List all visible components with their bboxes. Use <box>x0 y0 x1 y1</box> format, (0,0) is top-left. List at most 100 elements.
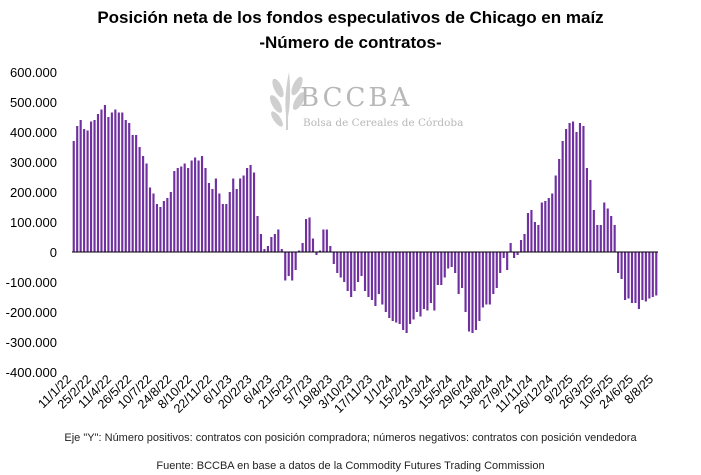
bar <box>214 178 217 252</box>
y-tick-label: 100.000 <box>10 215 57 230</box>
bar <box>613 225 616 252</box>
bar <box>350 252 353 297</box>
bar-chart: BCCBA Bolsa de Cereales de Córdoba 600.0… <box>6 65 658 417</box>
bar <box>370 252 374 300</box>
bar <box>218 193 221 252</box>
bar <box>353 252 356 291</box>
bar <box>291 252 294 281</box>
bar <box>367 252 370 297</box>
bar <box>124 120 127 252</box>
bar <box>162 201 165 252</box>
bar <box>565 129 568 252</box>
bar <box>374 252 377 306</box>
bar <box>471 252 474 333</box>
bar <box>544 201 547 252</box>
bar <box>467 252 471 332</box>
bar <box>554 175 557 252</box>
bccba-logo: BCCBA Bolsa de Cereales de Córdoba <box>269 72 463 130</box>
bar <box>343 252 346 282</box>
bar <box>464 252 467 312</box>
bar <box>474 252 478 330</box>
bar <box>221 204 224 252</box>
bar <box>277 229 280 252</box>
bar <box>242 175 245 252</box>
bar <box>96 114 100 252</box>
bar <box>513 252 516 258</box>
x-axis: 11/1/2225/2/2211/4/2226/5/2210/7/2224/8/… <box>35 372 656 416</box>
bar <box>502 252 505 258</box>
bar <box>499 252 502 273</box>
bar <box>194 157 197 252</box>
bar <box>617 252 620 273</box>
bar <box>429 252 432 303</box>
bar <box>155 204 159 252</box>
bar <box>266 246 269 252</box>
bar <box>488 252 491 305</box>
y-tick-label: 200.000 <box>10 185 57 200</box>
y-axis: 600.000 500.000 400.000 300.000 200.000 100.0… <box>6 65 57 380</box>
bar <box>273 234 276 252</box>
bar <box>610 216 613 252</box>
bar <box>190 160 193 252</box>
bar <box>519 240 523 252</box>
bar <box>485 252 488 305</box>
bar <box>623 252 627 300</box>
bar <box>603 202 606 252</box>
bar <box>526 213 530 252</box>
bar <box>280 249 283 252</box>
bar <box>381 252 384 305</box>
bar <box>596 225 599 252</box>
bar <box>256 216 259 252</box>
bar <box>90 121 93 252</box>
y-tick-label: -300.000 <box>6 335 57 350</box>
bar <box>415 252 419 312</box>
bar <box>110 112 113 252</box>
bar <box>197 160 200 252</box>
bar <box>363 252 367 291</box>
bar <box>454 252 457 273</box>
bar <box>585 168 588 252</box>
bar <box>630 252 634 303</box>
bar <box>481 252 484 308</box>
bar <box>166 198 169 252</box>
chart-subtitle: -Número de contratos- <box>259 33 442 52</box>
bar <box>339 252 342 278</box>
bar <box>637 252 640 309</box>
bar <box>533 222 536 252</box>
bar <box>346 252 349 291</box>
bar <box>360 252 363 276</box>
bar <box>422 252 426 309</box>
bar <box>142 156 145 252</box>
bar <box>93 120 96 252</box>
bar <box>582 126 585 252</box>
bar <box>426 252 429 311</box>
bar <box>232 178 235 252</box>
logo-name: BCCBA <box>300 83 412 113</box>
bar <box>440 252 443 285</box>
bar <box>117 112 120 252</box>
bar <box>211 189 214 252</box>
bar <box>384 252 387 312</box>
bar <box>592 210 595 252</box>
bar <box>356 252 360 282</box>
bar <box>648 252 651 299</box>
bar <box>252 172 256 252</box>
y-tick-label: 0 <box>50 245 57 260</box>
bar <box>246 168 249 252</box>
bar <box>495 252 498 288</box>
bar <box>169 192 172 252</box>
y-tick-label: -100.000 <box>6 275 57 290</box>
bar <box>391 252 394 321</box>
bar <box>634 252 637 303</box>
bar <box>492 252 495 294</box>
bar <box>100 109 103 252</box>
bar <box>207 183 211 252</box>
bar <box>329 246 332 252</box>
y-tick-label: 600.000 <box>10 65 57 80</box>
bar <box>308 217 311 252</box>
bar <box>148 187 152 252</box>
bar <box>651 252 654 297</box>
source-note: Fuente: BCCBA en base a datos de la Comm… <box>156 460 545 472</box>
bar <box>409 252 412 324</box>
